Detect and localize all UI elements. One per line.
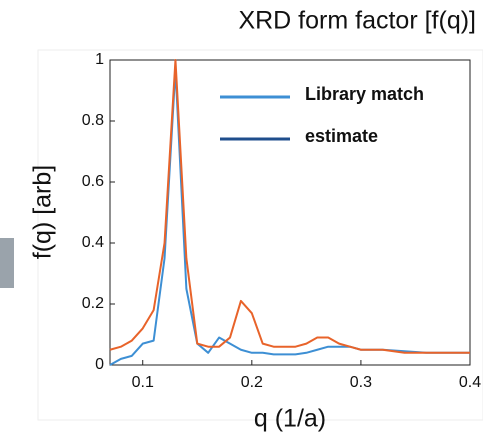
y-axis-label: f(q) [arb] <box>29 165 57 259</box>
y-tick-label: 0 <box>95 356 104 373</box>
series-line <box>109 59 470 354</box>
figure-panel <box>37 49 483 421</box>
y-tick-label: 0.2 <box>82 295 104 312</box>
legend-label: estimate <box>305 126 378 146</box>
x-tick-label: 0.2 <box>241 374 263 391</box>
y-tick-label: 0.4 <box>82 234 104 251</box>
plot-frame <box>109 59 471 366</box>
y-tick-label: 1 <box>95 51 104 68</box>
background-object <box>0 238 14 288</box>
x-axis-label: q (1/a) <box>254 405 326 433</box>
x-tick-label: 0.1 <box>132 374 154 391</box>
y-tick-label: 0.8 <box>82 112 104 129</box>
legend-label: Library match <box>305 84 424 104</box>
y-tick-label: 0.6 <box>82 173 104 190</box>
chart-title: XRD form factor [f(q)] <box>238 7 476 35</box>
x-tick-label: 0.4 <box>459 374 481 391</box>
x-tick-label: 0.3 <box>350 374 372 391</box>
